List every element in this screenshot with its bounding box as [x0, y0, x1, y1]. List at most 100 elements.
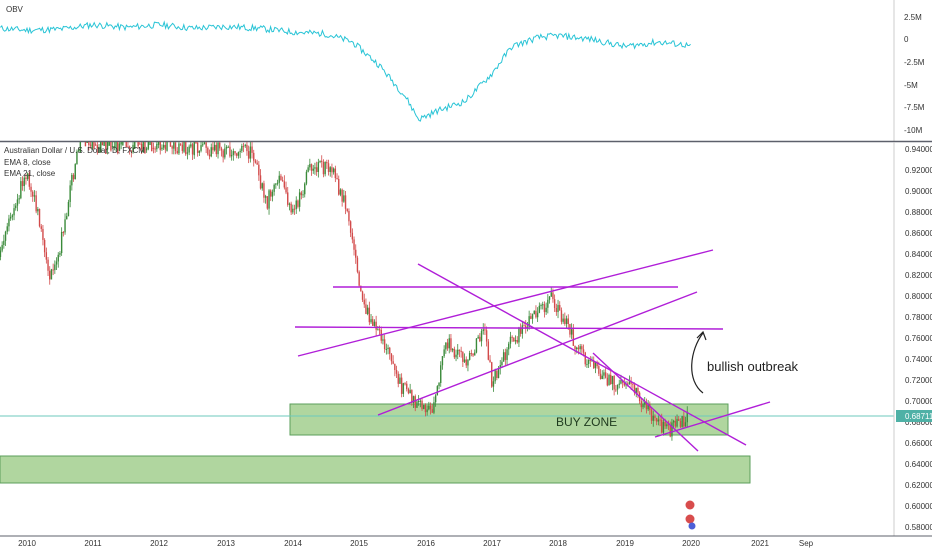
- candle-body: [582, 349, 585, 353]
- candle-body: [416, 401, 418, 408]
- candle-body: [383, 339, 386, 350]
- candle-body: [229, 146, 231, 157]
- candle-body: [76, 151, 78, 165]
- trendlines[interactable]: [294, 249, 771, 452]
- candle-body: [448, 338, 450, 349]
- candle-body: [67, 201, 70, 217]
- candle-body: [40, 226, 42, 229]
- candle-body: [266, 196, 269, 209]
- candle-body: [84, 142, 87, 147]
- candle-body: [15, 205, 17, 209]
- candle-body: [219, 142, 221, 149]
- time-tick-label: 2020: [682, 539, 700, 548]
- candle-body: [360, 285, 362, 292]
- candle-body: [667, 424, 670, 426]
- candle-body: [669, 424, 671, 437]
- candle-body: [281, 180, 284, 182]
- trendline-horizontal-lower[interactable]: [294, 326, 724, 330]
- price-tick-label: 0.60000: [905, 502, 932, 511]
- candle-body: [142, 142, 144, 153]
- candle-body: [635, 387, 637, 394]
- price-tick-label: 0.90000: [905, 187, 932, 196]
- candle-body: [275, 183, 277, 185]
- candle-body: [511, 336, 513, 338]
- price-tick-label: 0.88000: [905, 208, 932, 217]
- candle-body: [98, 147, 100, 149]
- candle-body: [678, 418, 680, 422]
- candle-body: [174, 142, 177, 151]
- candle-body: [315, 167, 318, 173]
- event-flag-icon[interactable]: [685, 500, 695, 510]
- candle-body: [247, 151, 250, 159]
- candle-body: [105, 142, 107, 154]
- candle-body: [516, 340, 518, 343]
- candle-body: [593, 360, 595, 369]
- candle-body: [453, 348, 456, 358]
- candle-body: [586, 363, 588, 365]
- candle-body: [132, 144, 134, 152]
- ema-21-legend[interactable]: EMA 21, close: [4, 169, 56, 178]
- last-price-value: 0.68711: [905, 412, 932, 421]
- candle-body: [436, 386, 439, 396]
- candle-body: [404, 383, 406, 385]
- price-tick-label: 0.78000: [905, 313, 932, 322]
- candle-body: [664, 422, 666, 427]
- candle-body: [674, 420, 677, 427]
- event-icons[interactable]: [685, 500, 696, 530]
- trendline-rising-lower[interactable]: [377, 291, 698, 416]
- candle-body: [103, 142, 105, 146]
- time-tick-label: 2011: [84, 539, 102, 548]
- candle-body: [338, 178, 340, 195]
- time-axis[interactable]: 2010 2011 2012 2013 2014 2015 2016 2017 2018 2019…: [0, 535, 932, 548]
- lower-zone[interactable]: [0, 455, 751, 484]
- candle-body: [127, 146, 129, 148]
- candle-body: [54, 264, 56, 271]
- candle-body: [623, 382, 626, 386]
- candle-body: [407, 389, 410, 394]
- candle-body: [273, 184, 275, 192]
- candle-body: [261, 183, 263, 189]
- candle-body: [615, 389, 617, 391]
- candle-body: [363, 299, 365, 305]
- obv-tick: 2.5M: [904, 13, 922, 22]
- candle-body: [414, 396, 416, 408]
- candle-body: [249, 146, 252, 159]
- candle-body: [389, 347, 391, 354]
- price-tick-label: 0.80000: [905, 292, 932, 301]
- candle-body: [443, 349, 445, 357]
- candle-body: [411, 390, 413, 403]
- candle-body: [450, 338, 452, 351]
- candle-body: [644, 402, 646, 405]
- candle-body: [599, 373, 602, 379]
- event-flag-icon[interactable]: [688, 522, 696, 530]
- candle-body: [159, 142, 161, 151]
- price-axis[interactable]: 0.94000 0.92000 0.90000 0.88000 0.86000 0.840…: [893, 142, 932, 536]
- candle-body: [351, 232, 354, 240]
- trendline-rising-upper[interactable]: [297, 249, 714, 357]
- candle-body: [564, 318, 566, 324]
- candle-body: [465, 359, 467, 366]
- candle-body: [457, 349, 459, 355]
- candle-body: [433, 402, 435, 413]
- candle-body: [37, 208, 39, 212]
- trendline-descending-upper[interactable]: [417, 263, 747, 446]
- candle-body: [562, 318, 564, 322]
- candle-body: [538, 305, 541, 313]
- candle-body: [122, 142, 124, 146]
- trendline-breakout[interactable]: [654, 401, 771, 438]
- candle-body: [504, 352, 507, 360]
- candle-body: [3, 240, 5, 246]
- candle-body: [327, 163, 330, 172]
- event-flag-icon[interactable]: [685, 514, 695, 524]
- time-tick-label: 2019: [616, 539, 634, 548]
- candle-body: [185, 142, 187, 155]
- symbol-title[interactable]: Australian Dollar / U.S. Dollar, D, FXCM: [4, 146, 145, 155]
- trendline-descending-lower[interactable]: [592, 352, 699, 452]
- candle-body: [535, 310, 537, 318]
- candle-body: [560, 310, 563, 322]
- ema-8-legend[interactable]: EMA 8, close: [4, 158, 51, 167]
- arrow-head-icon: [696, 330, 707, 341]
- candle-body: [100, 142, 102, 153]
- candle-body: [120, 142, 122, 145]
- candle-body: [494, 370, 496, 382]
